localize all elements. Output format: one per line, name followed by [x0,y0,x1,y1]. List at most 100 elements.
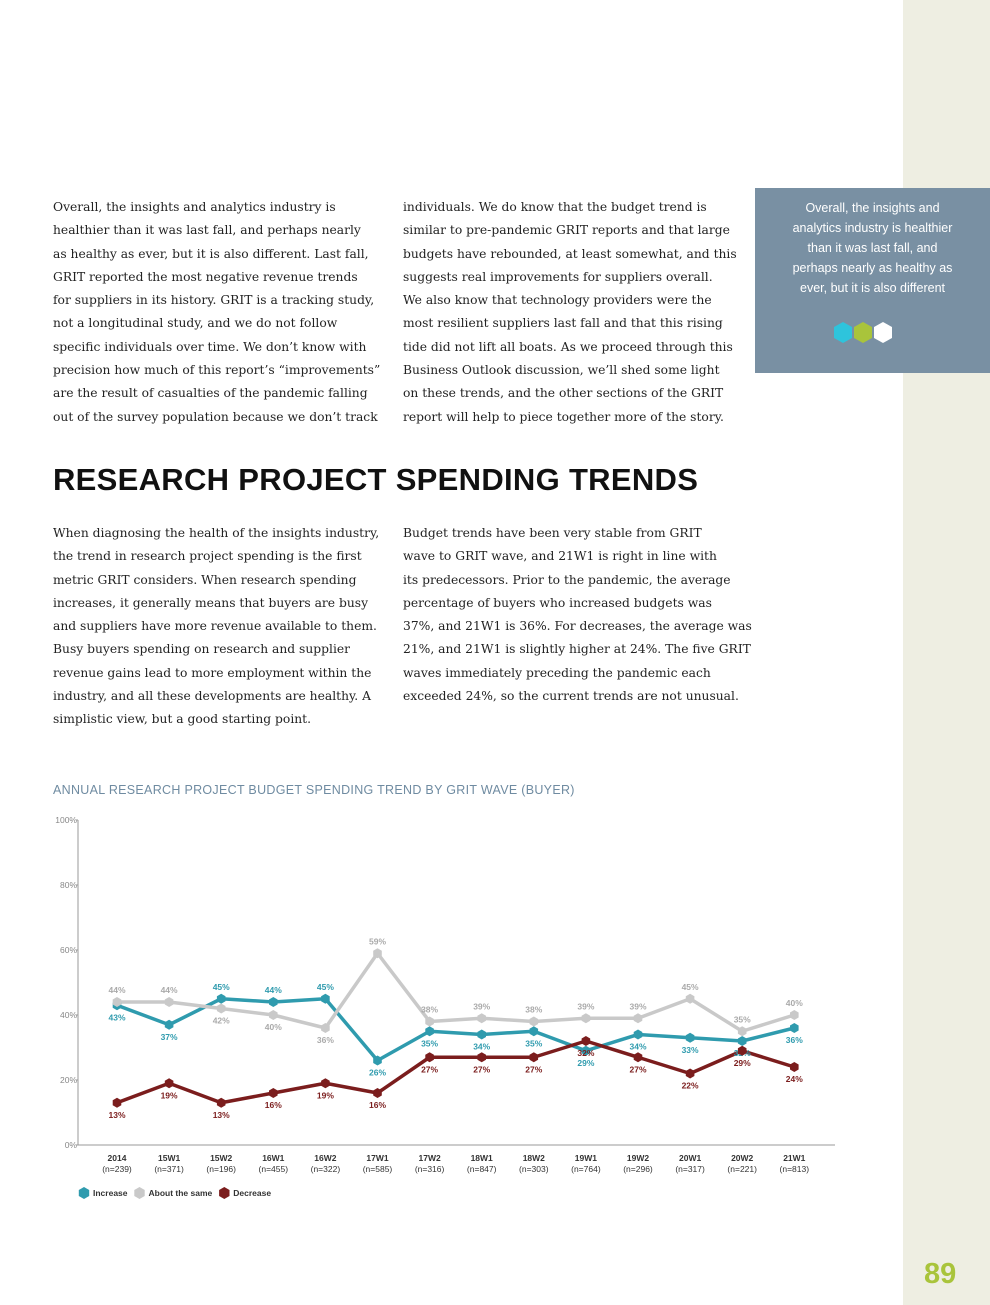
x-tick-sublabel: (n=317) [675,1164,705,1174]
text-line: metric GRIT considers. When research spe… [53,572,357,587]
x-tick-label: 19W1 [575,1153,597,1163]
legend-label: About the same [149,1188,213,1198]
text-line: Busy buyers spending on research and sup… [53,642,351,657]
text-line: Business Outlook discussion, we’ll shed … [403,363,720,378]
text-line: ever, but it is also different [800,281,945,295]
value-label: 44% [108,985,125,995]
x-tick-sublabel: (n=239) [102,1164,132,1174]
point [164,1019,174,1030]
legend-label: Decrease [233,1188,271,1198]
text-line: suggests real improvements for suppliers… [403,269,713,284]
point [477,1013,486,1024]
text-line: industry, and all these developments are… [53,689,372,704]
x-tick-sublabel: (n=813) [780,1164,810,1174]
point [529,1052,539,1063]
point [581,1036,591,1046]
x-tick-label: 17W1 [366,1153,388,1163]
legend-marker [134,1187,145,1199]
section-title: RESEARCH PROJECT SPENDING TRENDS [53,462,699,497]
x-tick-sublabel: (n=221) [727,1164,757,1174]
text-line: waves immediately preceding the pandemic… [403,665,711,680]
y-tick-label: 0% [65,1140,78,1150]
value-label: 59% [369,936,386,946]
text-line: precision how much of this report’s “imp… [53,363,381,378]
value-label: 44% [161,985,178,995]
value-label: 34% [629,1042,646,1052]
x-tick-label: 16W1 [262,1153,284,1163]
point [216,993,226,1004]
point [790,1062,799,1072]
text-line: similar to pre-pandemic GRIT reports and… [403,223,730,238]
x-tick-sublabel: (n=316) [415,1164,445,1174]
hex [834,322,852,343]
x-tick-sublabel: (n=303) [519,1164,549,1174]
text-line: report will help to piece together more … [403,409,724,424]
y-tick-label: 20% [60,1075,77,1085]
value-label: 27% [629,1064,646,1074]
text-line: as healthy as ever, but it is also diffe… [53,246,369,261]
value-label: 22% [682,1081,699,1091]
text-line: Budget trends have been very stable from… [403,526,702,540]
paragraph: individuals. We do know that the budget … [403,196,737,429]
point [529,1016,539,1027]
page-number: 89 [924,1258,957,1290]
point [321,993,330,1004]
point [685,1032,695,1043]
point [269,997,278,1007]
text-line: increases, it generally means that buyer… [53,595,369,610]
text-line: tide did not lift all boats. As we proce… [403,339,733,354]
point [477,1052,486,1063]
point [685,1068,695,1079]
value-label: 45% [682,982,699,992]
value-label: 27% [473,1064,490,1074]
point [164,997,174,1007]
value-label: 38% [525,1005,542,1015]
point [216,1097,226,1108]
value-label: 16% [265,1100,282,1110]
value-label: 45% [213,982,230,992]
x-tick-sublabel: (n=847) [467,1164,497,1174]
point [112,1097,122,1108]
x-tick-label: 18W1 [471,1153,493,1163]
value-label: 42% [213,1016,230,1026]
x-tick-sublabel: (n=371) [154,1164,184,1174]
x-tick-sublabel: (n=196) [206,1164,236,1174]
text-line: analytics industry is healthier [792,221,953,235]
value-label: 27% [525,1064,542,1074]
point [269,1088,278,1098]
value-label: 36% [786,1035,803,1045]
legend-marker [219,1187,230,1199]
x-tick-label: 19W2 [627,1153,649,1163]
text-line: 21%, and 21W1 is slightly higher at 24%.… [403,642,751,657]
text-line: most resilient suppliers last fall and t… [403,316,723,331]
point [373,1088,382,1098]
text-line: Overall, the insights and analytics indu… [53,200,336,214]
value-label: 19% [317,1090,334,1100]
text-line: exceeded 24%, so the current trends are … [403,689,739,704]
hex-icons [834,322,892,343]
y-tick-label: 80% [60,880,77,890]
pull-quote: Overall, the insights and analytics indus… [755,188,990,373]
point [321,1078,330,1089]
paragraph: When diagnosing the health of the insigh… [53,522,379,732]
text-line: its predecessors. Prior to the pandemic,… [403,572,731,587]
hex [874,322,892,343]
value-label: 35% [734,1014,751,1024]
x-tick-label: 21W1 [783,1153,805,1163]
series-line [116,1039,795,1105]
point [581,1013,591,1024]
x-tick-sublabel: (n=764) [571,1164,601,1174]
value-label: 35% [525,1038,542,1048]
point [633,1029,643,1040]
text-line: for suppliers in its history. GRIT is a … [53,293,375,308]
x-tick-label: 18W2 [523,1153,545,1163]
value-label: 39% [473,1001,490,1011]
value-label: 44% [265,985,282,995]
value-label: 39% [577,1001,594,1011]
text-line: out of the survey population because we … [53,409,378,424]
value-label: 40% [786,998,803,1008]
value-label: 27% [421,1064,438,1074]
point [425,1026,434,1037]
text-line: When diagnosing the health of the insigh… [53,526,380,540]
point [112,997,122,1007]
